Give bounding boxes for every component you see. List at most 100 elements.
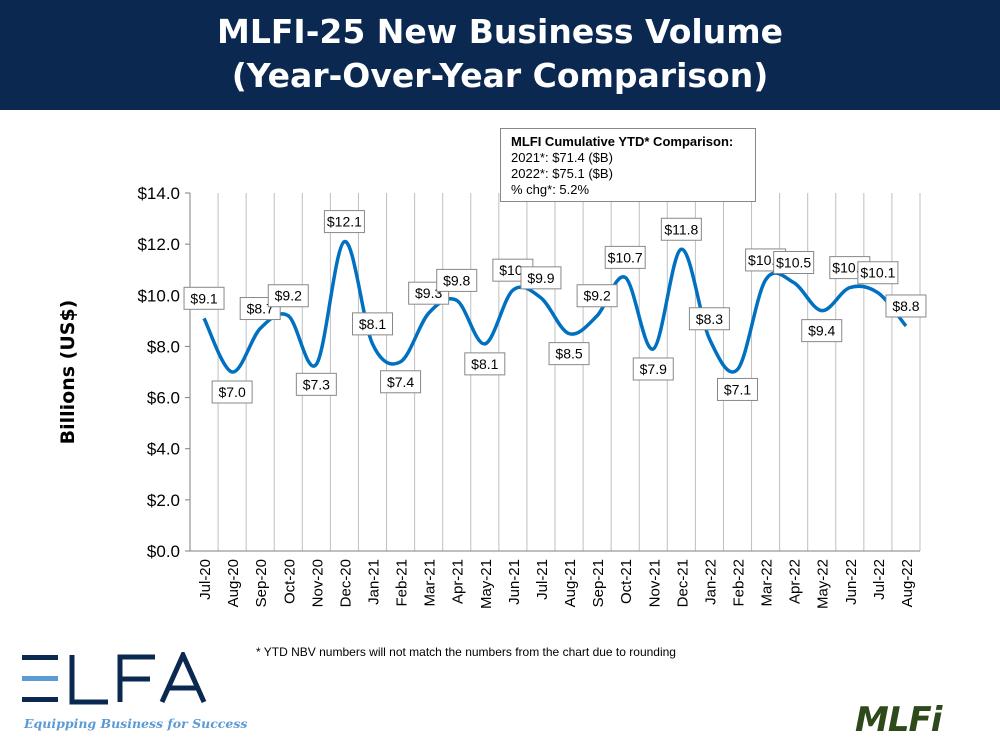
data-label: $7.4 xyxy=(380,370,422,394)
data-label: $9.2 xyxy=(267,284,309,308)
y-tick-label: $6.0 xyxy=(147,389,180,408)
x-tick-label: Oct-21 xyxy=(618,559,635,604)
data-label: $10.1 xyxy=(857,261,899,285)
data-label-text: $7.0 xyxy=(218,384,245,400)
data-label: $8.5 xyxy=(548,342,590,366)
data-label: $7.9 xyxy=(632,357,674,381)
title-line-2: (Year-Over-Year Comparison) xyxy=(231,56,769,95)
y-tick-label: $12.0 xyxy=(137,235,180,254)
chart-title: MLFI-25 New Business Volume (Year-Over-Y… xyxy=(0,0,1000,110)
data-label: $8.3 xyxy=(688,307,730,331)
y-axis-label: Billions (US$) xyxy=(57,300,79,445)
elfa-tagline: Equipping Business for Success xyxy=(24,716,248,731)
data-label-box xyxy=(520,266,562,290)
data-label-box xyxy=(267,284,309,308)
data-label-text: $9.1 xyxy=(190,290,217,306)
y-tick-label: $4.0 xyxy=(147,440,180,459)
x-tick-label: Jan-21 xyxy=(366,559,383,605)
data-label-text: $8.7 xyxy=(247,301,274,317)
data-label-text: $9.3 xyxy=(415,285,442,301)
x-tick-label: Jun-22 xyxy=(843,559,860,605)
data-label-box xyxy=(464,352,506,376)
data-label: $9.2 xyxy=(576,284,618,308)
data-label-box xyxy=(576,284,618,308)
y-tick-label: $0.0 xyxy=(147,542,180,561)
x-tick-label: Aug-20 xyxy=(225,559,242,607)
x-tick-label: Apr-21 xyxy=(450,559,467,604)
data-label-box xyxy=(183,286,225,310)
x-tick-label: Sep-21 xyxy=(590,559,607,607)
x-tick-label: Oct-20 xyxy=(281,559,298,604)
x-tick-label: Feb-21 xyxy=(394,559,411,607)
data-label-box xyxy=(801,319,843,343)
data-label-text: $9.9 xyxy=(527,270,554,286)
x-tick-label: Mar-22 xyxy=(759,559,776,607)
data-label-text: $9.2 xyxy=(583,288,610,304)
data-label-text: $9.4 xyxy=(808,323,835,339)
data-label-box xyxy=(885,294,927,318)
callout-pct-change: % chg*: 5.2% xyxy=(511,182,590,197)
y-tick-label: $10.0 xyxy=(137,286,180,305)
x-tick-label: Jun-21 xyxy=(506,559,523,605)
data-label-text: $10.7 xyxy=(608,249,643,265)
data-label-box xyxy=(857,261,899,285)
data-label: $10.5 xyxy=(773,251,815,274)
data-label-text: $7.1 xyxy=(724,381,751,397)
x-tick-label: Nov-21 xyxy=(646,559,663,607)
data-label-box xyxy=(773,251,815,274)
data-label-text: $10.5 xyxy=(776,255,811,271)
x-tick-label: Dec-20 xyxy=(337,559,354,607)
data-label-box xyxy=(436,268,478,292)
mlfi-logo: MLFi xyxy=(855,700,942,740)
x-tick-label: Aug-22 xyxy=(899,559,916,607)
data-label-text: $7.4 xyxy=(387,374,414,390)
x-tick-label: Dec-21 xyxy=(674,559,691,607)
elfa-logo xyxy=(22,652,207,705)
data-label: $8.1 xyxy=(352,312,393,336)
footnote: * YTD NBV numbers will not match the num… xyxy=(256,645,676,659)
x-tick-label: May-22 xyxy=(815,559,832,609)
data-label-text: $8.1 xyxy=(471,356,498,372)
x-tick-label: May-21 xyxy=(478,559,495,609)
data-label-box xyxy=(352,312,393,336)
data-label-box xyxy=(211,380,253,404)
data-label-text: $9.8 xyxy=(443,272,470,288)
data-label-box xyxy=(632,357,674,381)
y-tick-label: $8.0 xyxy=(147,337,180,356)
data-label: $10.7 xyxy=(604,245,646,269)
x-tick-label: Feb-22 xyxy=(731,559,748,607)
data-label-text: $8.1 xyxy=(359,316,386,332)
data-label-text: $7.3 xyxy=(303,376,330,392)
data-label-box xyxy=(688,307,730,331)
data-label-text: $11.8 xyxy=(664,221,698,237)
data-label-box xyxy=(717,377,758,401)
data-label-box xyxy=(295,372,337,396)
data-label: $7.3 xyxy=(295,372,337,396)
data-label: $9.8 xyxy=(436,268,478,292)
data-label-box xyxy=(660,217,702,241)
data-label-text: $9.2 xyxy=(275,288,302,304)
data-label: $8.1 xyxy=(464,352,506,376)
data-label: $7.1 xyxy=(717,377,758,401)
x-tick-label: Jul-20 xyxy=(197,559,214,600)
x-tick-label: Jan-22 xyxy=(702,559,719,605)
callout-title: MLFI Cumulative YTD* Comparison: xyxy=(511,134,734,149)
x-tick-label: Nov-20 xyxy=(309,559,326,607)
x-tick-label: Jul-22 xyxy=(871,559,888,600)
line-chart: $0.0 $2.0 $4.0 $6.0 $8.0 $10.0 $12.0 $14.0 Billi… xyxy=(57,184,927,609)
data-label: $9.1 xyxy=(183,286,225,310)
y-tick-label: $14.0 xyxy=(137,184,180,203)
data-label-box xyxy=(380,370,422,394)
data-label: $9.4 xyxy=(801,319,843,343)
data-label-text: $12.1 xyxy=(327,214,362,230)
x-tick-label: Aug-21 xyxy=(562,559,579,607)
data-label: $12.1 xyxy=(323,210,365,234)
data-label-text: $7.9 xyxy=(640,361,667,377)
ytd-comparison-callout: MLFI Cumulative YTD* Comparison: 2021*: … xyxy=(500,128,756,202)
data-label: $8.8 xyxy=(885,294,927,318)
data-label-box xyxy=(548,342,590,366)
data-label-text: $8.5 xyxy=(555,346,582,362)
y-tick-label: $2.0 xyxy=(147,491,180,510)
title-line-1: MLFI-25 New Business Volume xyxy=(217,12,783,51)
data-label: $9.9 xyxy=(520,266,562,290)
